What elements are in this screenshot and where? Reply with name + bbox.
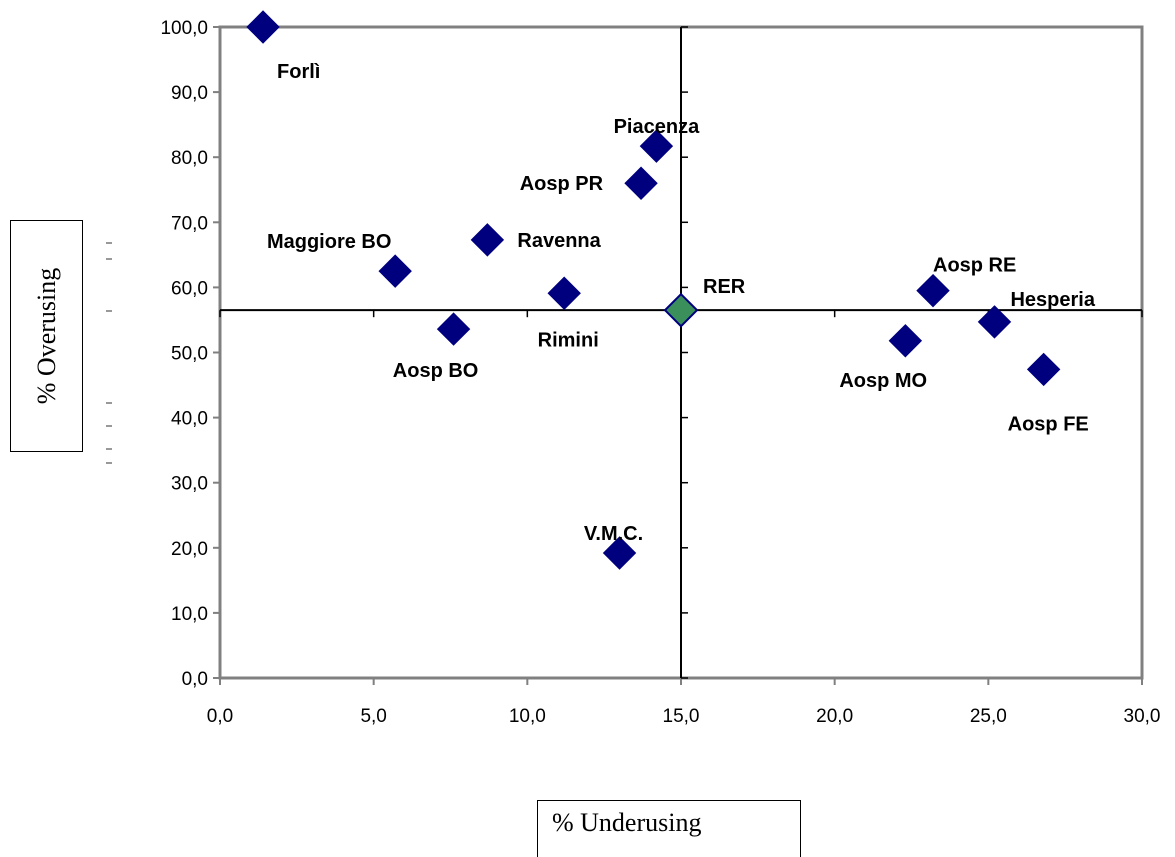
x-tick-label: 10,0 [509, 706, 546, 727]
data-point [1026, 352, 1061, 387]
decorative-dash [106, 448, 112, 450]
point-label: Aosp MO [839, 370, 927, 392]
point-label: Aosp FE [1008, 413, 1089, 435]
x-tick-label: 20,0 [816, 706, 853, 727]
data-point [470, 223, 505, 257]
decorative-dash [106, 402, 112, 404]
point-label: Piacenza [614, 116, 700, 138]
y-tick-label: 60,0 [171, 278, 208, 299]
point-label: Maggiore BO [267, 231, 391, 253]
point-label: V.M.C. [584, 523, 643, 545]
reference-point [663, 292, 699, 328]
y-tick-label: 0,0 [182, 669, 208, 690]
data-points [246, 10, 1061, 570]
y-axis-label-box: % Overusing [10, 220, 83, 452]
y-tick-label: 50,0 [171, 344, 208, 365]
y-tick-label: 90,0 [171, 83, 208, 104]
x-tick-label: 25,0 [970, 706, 1007, 727]
decorative-dash [106, 425, 112, 427]
decorative-dash [106, 258, 112, 260]
point-label: Aosp BO [393, 360, 479, 382]
data-point [888, 324, 923, 358]
x-tick-label: 15,0 [663, 706, 700, 727]
data-point [977, 305, 1012, 339]
x-tick-label: 5,0 [360, 706, 386, 727]
y-tick-label: 10,0 [171, 604, 208, 625]
data-point [624, 166, 658, 200]
decorative-dash [106, 462, 112, 464]
x-tick-label: 0,0 [207, 706, 233, 727]
y-tick-label: 80,0 [171, 148, 208, 169]
x-tick-label: 30,0 [1124, 706, 1161, 727]
data-point [639, 129, 674, 163]
y-tick-label: 30,0 [171, 474, 208, 495]
data-point [378, 254, 412, 288]
decorative-dash [106, 310, 112, 312]
point-label: Aosp RE [933, 255, 1016, 277]
y-tick-label: 100,0 [160, 18, 208, 39]
point-label: Ravenna [517, 230, 601, 252]
data-point [246, 10, 280, 44]
x-axis-label-box: % Underusing [537, 800, 801, 857]
y-tick-label: 20,0 [171, 539, 208, 560]
data-point [602, 536, 637, 570]
data-point [916, 273, 950, 308]
y-axis-label: % Overusing [31, 267, 61, 405]
reference-point-label: RER [703, 276, 746, 298]
point-label: Hesperia [1010, 289, 1095, 311]
x-axis-label: % Underusing [552, 808, 702, 837]
point-labels: Forlì Piacenza Aosp PR Maggiore BO Ravenna Ri… [267, 61, 1096, 545]
point-label: Forlì [277, 61, 320, 83]
y-tick-label: 70,0 [171, 213, 208, 234]
point-label: Rimini [538, 329, 599, 351]
point-label: Aosp PR [520, 173, 604, 195]
y-tick-label: 40,0 [171, 409, 208, 430]
decorative-dash [106, 242, 112, 244]
data-point [547, 276, 581, 310]
data-point [436, 312, 471, 346]
